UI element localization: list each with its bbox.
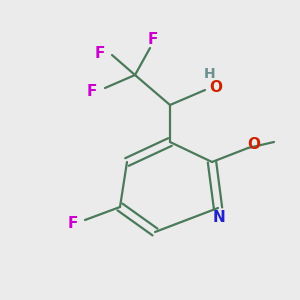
Text: N: N bbox=[213, 209, 226, 224]
Text: F: F bbox=[68, 215, 78, 230]
Text: H: H bbox=[204, 67, 215, 80]
Text: F: F bbox=[148, 32, 158, 46]
Text: O: O bbox=[209, 80, 222, 94]
Text: O: O bbox=[247, 137, 260, 152]
Text: F: F bbox=[86, 83, 97, 98]
Text: F: F bbox=[95, 46, 105, 61]
